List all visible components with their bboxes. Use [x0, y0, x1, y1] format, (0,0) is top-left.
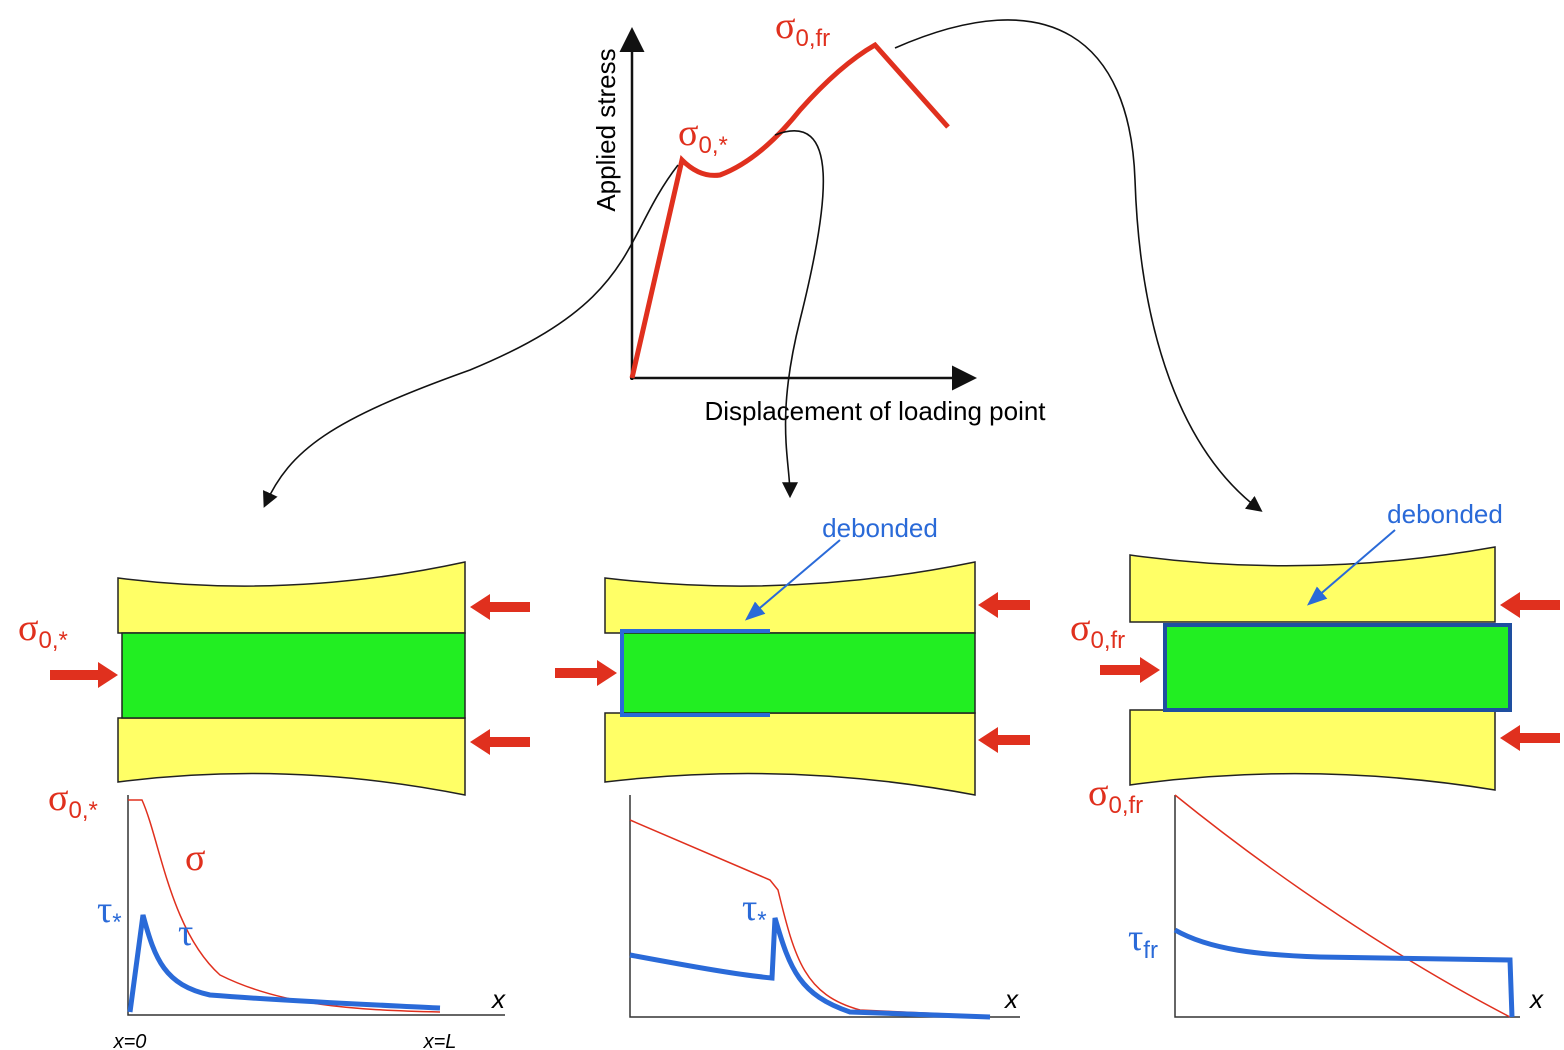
x-start-label: x=0 — [113, 1031, 147, 1050]
symbol: σ — [1070, 607, 1090, 649]
shear-label: τ — [178, 912, 193, 954]
symbol: σ — [678, 112, 698, 154]
y-axis-label: Applied stress — [591, 48, 621, 211]
matrix-top — [605, 562, 975, 633]
load-arrow — [470, 729, 530, 755]
subscript: 0,fr — [1090, 627, 1125, 654]
graph-curves — [128, 795, 1512, 1017]
subscript: 0,fr — [1108, 792, 1143, 819]
matrix-bottom — [605, 713, 975, 795]
peak-label: σ0,* — [678, 112, 728, 159]
connectors — [265, 20, 1260, 510]
subscript: 0,* — [68, 797, 97, 824]
axes — [630, 795, 1020, 1017]
figure: Applied stress Displacement of loading p… — [0, 0, 1564, 1050]
symbol: σ — [18, 607, 38, 649]
subscript: * — [112, 909, 121, 936]
x-label: x — [1003, 984, 1019, 1014]
load-arrow — [1500, 725, 1560, 751]
subscript: 0,* — [698, 132, 727, 159]
stress-curve — [632, 45, 948, 378]
load-arrow — [1500, 592, 1560, 618]
graph-y-label: σ0,* — [48, 777, 98, 824]
load-arrow — [50, 662, 118, 688]
axes — [1175, 795, 1520, 1017]
symbol: τ — [1128, 917, 1143, 959]
load-label: σ0,* — [18, 607, 68, 654]
subscript: 0,* — [38, 627, 67, 654]
graph-axes — [128, 795, 1520, 1017]
fiber — [122, 633, 465, 718]
x-label: x — [1528, 984, 1544, 1014]
symbol: τ — [97, 889, 112, 931]
symbol: σ — [775, 5, 795, 47]
symbol: τ — [742, 887, 757, 929]
symbol: σ — [1088, 772, 1108, 814]
debond-label: debonded — [822, 513, 938, 543]
page: Applied stress Displacement of loading p… — [0, 0, 1564, 1050]
connector-arrow — [895, 20, 1260, 510]
shear-distribution — [1175, 930, 1512, 1017]
axes — [128, 795, 505, 1015]
matrix-top — [1130, 547, 1495, 622]
specimen — [1130, 547, 1510, 790]
shear-peak-label: τ* — [97, 889, 122, 936]
connector-arrow — [265, 165, 678, 505]
fiber — [622, 633, 975, 713]
shear-label: τfr — [1128, 917, 1158, 964]
connector-arrow — [775, 131, 823, 495]
matrix-bottom — [118, 718, 465, 795]
specimen — [118, 562, 465, 795]
subscript: 0,fr — [795, 25, 830, 52]
shear-distribution — [630, 918, 990, 1017]
load-arrow — [1100, 657, 1160, 683]
debond-label: debonded — [1387, 499, 1503, 529]
load-arrow — [555, 660, 617, 686]
peak-label: σ0,fr — [775, 5, 830, 52]
shear-peak-label: τ* — [742, 887, 767, 934]
x-axis-label: Displacement of loading point — [704, 396, 1046, 426]
load-label: σ0,fr — [1070, 607, 1125, 654]
load-arrow — [978, 727, 1030, 753]
subscript: fr — [1143, 937, 1158, 964]
stress-label: σ — [185, 837, 205, 879]
stress-distribution — [1175, 795, 1510, 1017]
matrix-top — [118, 562, 465, 633]
x-end-label: x=L — [423, 1031, 457, 1050]
fiber — [1165, 625, 1510, 710]
load-arrow — [470, 594, 530, 620]
symbol: σ — [48, 777, 68, 819]
load-arrow — [978, 592, 1030, 618]
specimen — [605, 562, 975, 795]
matrix-bottom — [1130, 710, 1495, 790]
x-label: x — [490, 984, 506, 1014]
stress-plot — [630, 32, 972, 380]
subscript: * — [757, 907, 766, 934]
